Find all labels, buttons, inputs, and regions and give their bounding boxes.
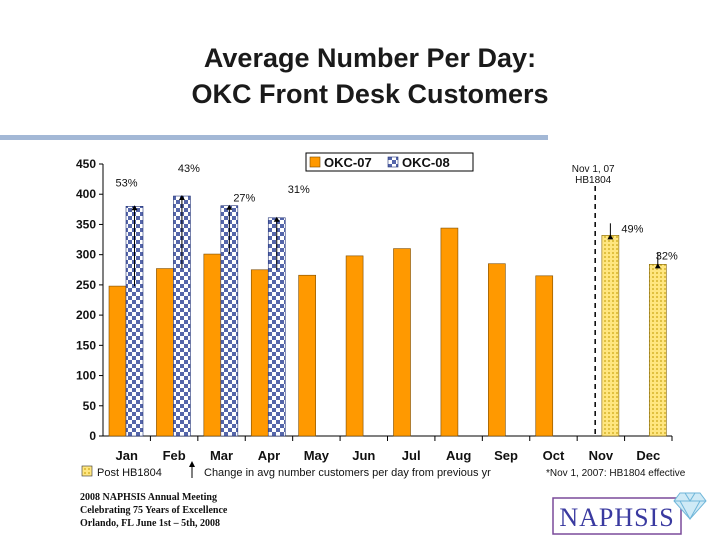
x-tick-label: Nov <box>589 448 614 463</box>
y-tick-label: 100 <box>76 369 96 383</box>
y-tick-label: 50 <box>83 399 97 413</box>
y-tick-label: 150 <box>76 338 96 352</box>
x-tick-label: Sep <box>494 448 518 463</box>
chart-bars <box>108 195 667 437</box>
svg-text:NAPHSIS: NAPHSIS <box>559 503 674 532</box>
bar-okc-07 <box>108 285 127 437</box>
percent-label: 31% <box>288 184 310 196</box>
bar-okc-07 <box>393 248 411 437</box>
bar-okc-07 <box>440 227 459 437</box>
y-tick-label: 400 <box>76 187 96 201</box>
legend-label-okc-08: OKC-08 <box>402 155 450 170</box>
footer-line-3: Orlando, FL June 1st – 5th, 2008 <box>80 518 221 529</box>
arrow-head <box>178 195 185 201</box>
legend-swatch-okc-07 <box>309 156 321 168</box>
chart-labels: 53% 43% 27% 31% 49% 32% <box>115 163 678 287</box>
x-tick-label: Apr <box>258 448 280 463</box>
x-tick-label: Aug <box>446 448 471 463</box>
slide-title: Average Number Per Day: OKC Front Desk C… <box>60 40 680 112</box>
arrow-head <box>131 205 138 211</box>
footer-line-2: Celebrating 75 Years of Excellence <box>80 505 228 516</box>
legend-label-change: Change in avg number customers per day f… <box>204 467 491 479</box>
bar-okc-07 <box>345 255 364 437</box>
y-tick-label: 450 <box>76 157 96 171</box>
naphsis-logo: NAPHSIS <box>552 492 707 535</box>
x-tick-label: Oct <box>543 448 565 463</box>
bar-okc-07 <box>156 268 174 437</box>
y-tick-label: 300 <box>76 248 96 262</box>
arrow-head <box>654 263 661 269</box>
y-tick-label: 350 <box>76 217 96 231</box>
legend-label-effective: *Nov 1, 2007: HB1804 effective <box>546 468 686 479</box>
bar-post-hb1804 <box>648 264 667 437</box>
hb1804-annotation-line-2: HB1804 <box>575 175 612 186</box>
percent-label: 32% <box>656 250 678 262</box>
legend-label-okc-07: OKC-07 <box>324 155 372 170</box>
y-tick-label: 250 <box>76 278 96 292</box>
arrow-head <box>273 216 280 222</box>
x-tick-label: Dec <box>636 448 660 463</box>
bar-okc-07 <box>203 253 222 437</box>
x-tick-label: Feb <box>163 448 186 463</box>
x-tick-label: May <box>304 448 330 463</box>
x-tick-label: Mar <box>210 448 233 463</box>
bar-okc-07 <box>488 263 506 437</box>
title-line-1: Average Number Per Day: <box>203 43 537 73</box>
chart-legend: OKC-07 OKC-08 <box>305 152 474 172</box>
arrow-head <box>607 234 614 240</box>
percent-label: 27% <box>233 193 255 205</box>
diamond-icon <box>673 492 707 521</box>
bar-okc-07 <box>298 274 316 437</box>
footer-line-1: 2008 NAPHSIS Annual Meeting <box>80 492 217 503</box>
x-tick-label: Jul <box>402 448 421 463</box>
title-line-2: OKC Front Desk Customers <box>191 79 549 109</box>
footer: 2008 NAPHSIS Annual Meeting Celebrating … <box>80 491 227 530</box>
x-tick-label: Jun <box>352 448 375 463</box>
y-tick-label: 200 <box>76 308 96 322</box>
legend-swatch-okc-08 <box>387 156 399 168</box>
x-tick-label: Jan <box>116 448 138 463</box>
title-divider <box>0 135 548 140</box>
bar-post-hb1804 <box>601 235 620 437</box>
bar-okc-07 <box>250 269 269 437</box>
bar-okc-07 <box>535 275 554 437</box>
arrow-head <box>226 204 233 210</box>
chart-axes: 0 50 100 150 200 250 300 350 400 450 Jan Feb Mar Apr M… <box>76 157 673 463</box>
y-tick-label: 0 <box>89 429 96 443</box>
legend-label-post-hb1804: Post HB1804 <box>97 467 162 479</box>
hb1804-annotation-line-1: Nov 1, 07 <box>572 164 615 175</box>
legend-change-arrow-head <box>189 461 195 467</box>
percent-label: 53% <box>115 177 137 189</box>
percent-label: 43% <box>178 163 200 175</box>
legend-swatch-post-hb1804 <box>81 465 93 477</box>
percent-label: 49% <box>621 223 643 235</box>
